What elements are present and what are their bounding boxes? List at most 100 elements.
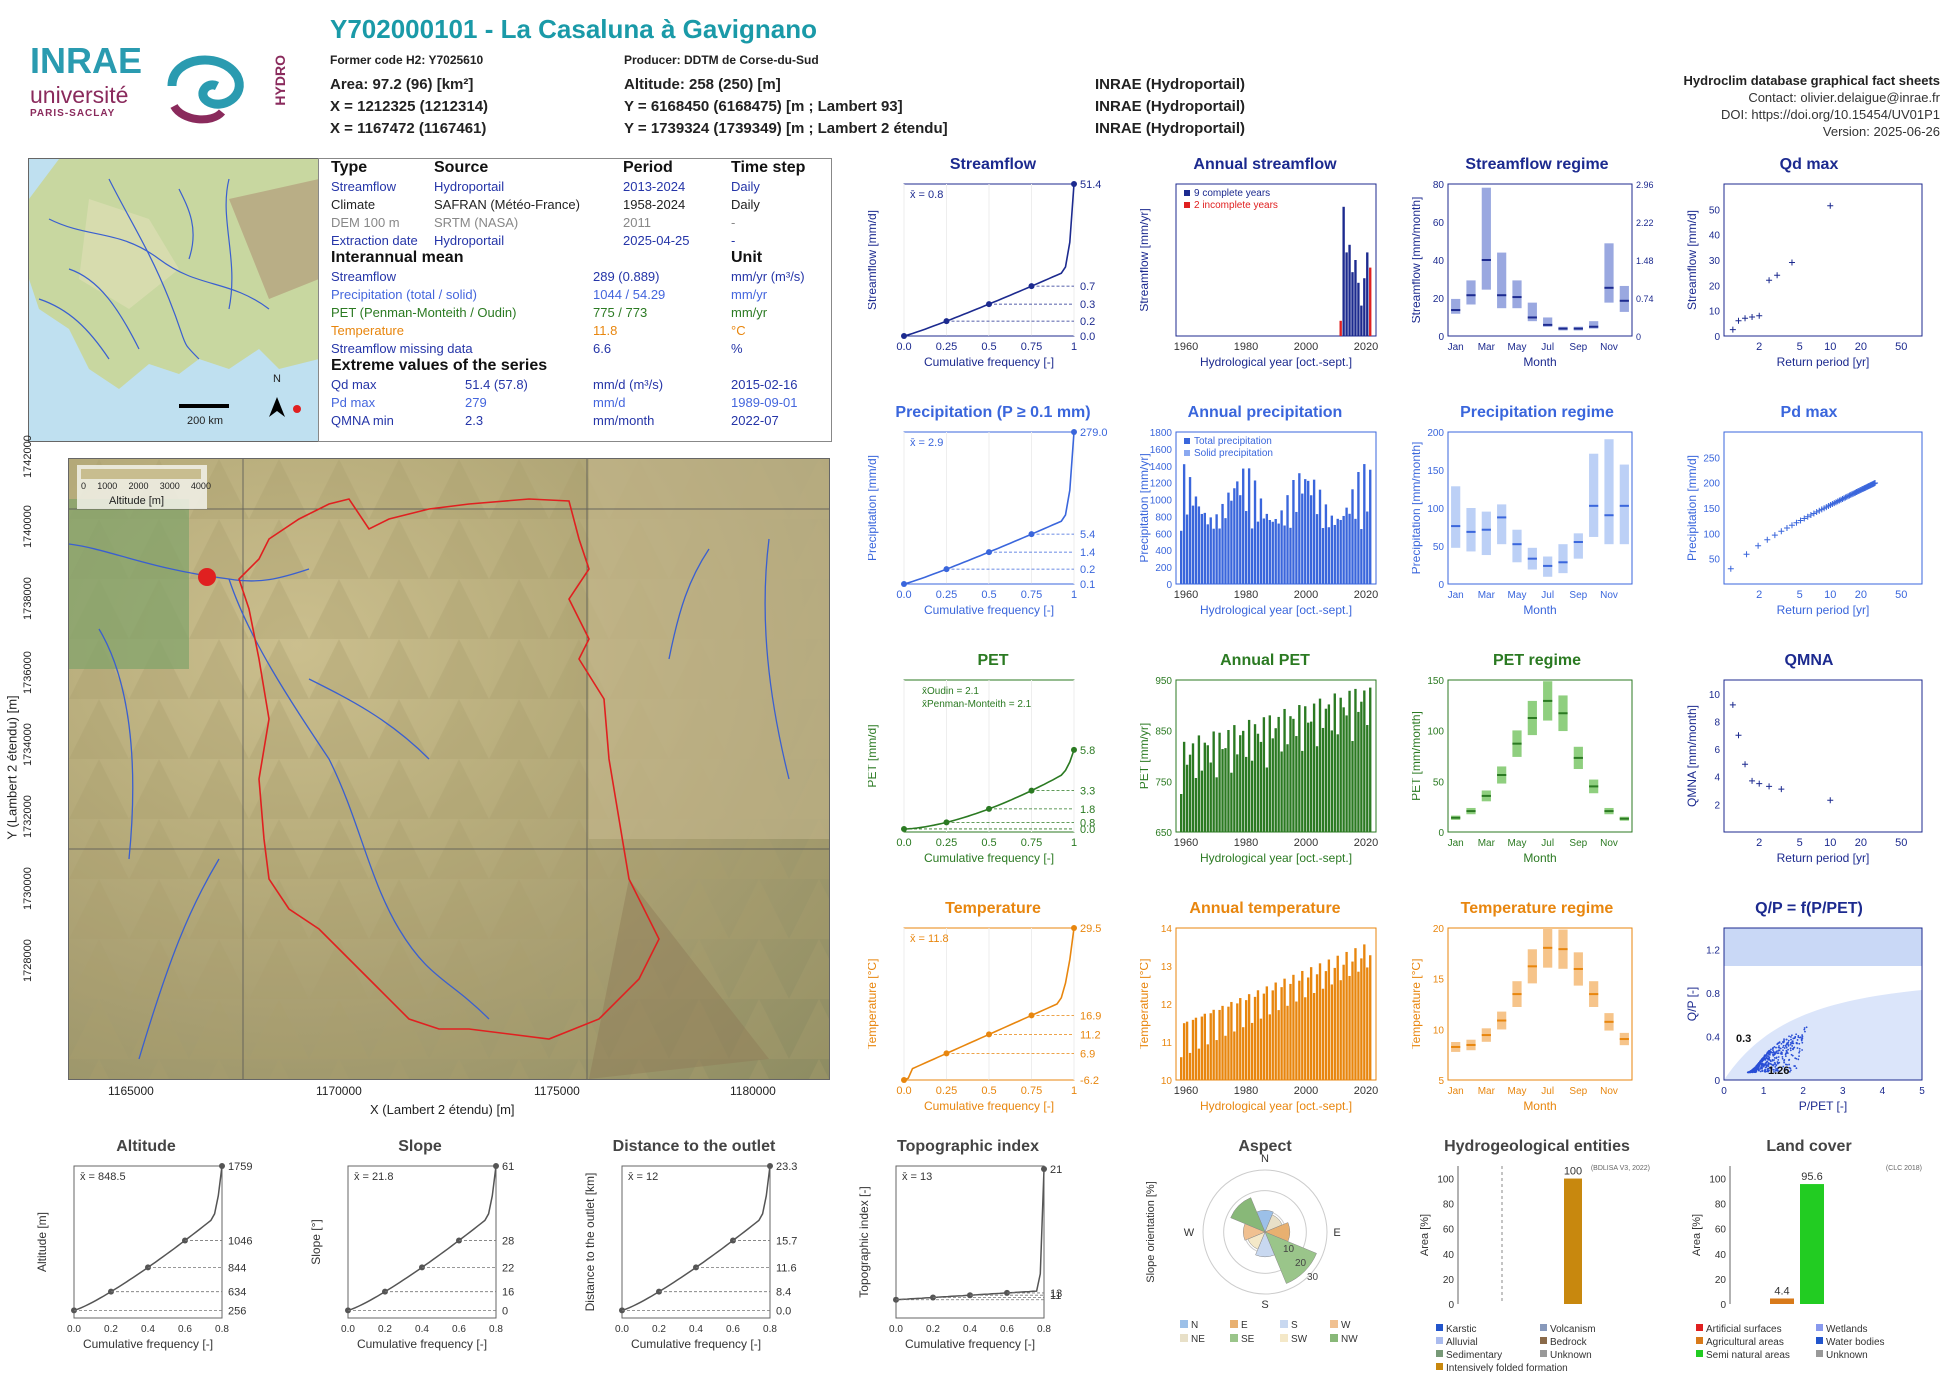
qp-point [1790,1034,1793,1037]
source-note: (BDLISA V3, 2022) [1591,1165,1650,1172]
y-tick-label: 150 [1427,676,1444,687]
source-note: (CLC 2018) [1886,1165,1922,1172]
x-axis-label: Month [1523,1099,1556,1113]
qp-point [1783,1058,1786,1061]
x-tick-label: 0.75 [1021,341,1042,353]
legend-swatch [1436,1363,1443,1370]
y-tick-label: 60 [1715,1225,1727,1236]
y-tick-label: 0 [1720,1300,1726,1311]
bar [1242,730,1245,832]
catchment-map: Altitude [m] 0 1000 2000 3000 4000 [68,458,830,1080]
x-tick-label: 0.2 [652,1324,666,1335]
altitude: Altitude: 258 (250) [m] [624,76,781,93]
qp-point [1774,1069,1777,1072]
chart-svg-streamflow: 0.0 0.25 0.5 0.75 1 51.4 0.7 0.3 0.2 0.0 x̄ = 0.8 C… [868,179,1101,369]
bar [1369,469,1372,584]
bar [1256,521,1260,584]
bar [1206,524,1209,584]
qp-point [1794,1065,1796,1067]
x-tick-label: 2000 [1294,589,1318,601]
qp-point [1771,1047,1774,1050]
data-point [1735,732,1742,739]
legend-swatch [1184,190,1190,196]
cdf-curve [347,1165,497,1312]
mean-label: Streamflow missing data [331,341,473,356]
legend-label: 9 complete years [1194,188,1270,199]
data-point [1729,701,1736,708]
qp-point [1799,1036,1802,1039]
legend-label: x̄Oudin = 2.1 [922,686,979,697]
bar [1203,1013,1206,1080]
y-tick-label: 80 [1715,1200,1727,1211]
regime-box [1543,317,1553,327]
bar [1239,495,1242,584]
x-axis-label: Month [1523,355,1556,369]
qp-point [1775,1057,1778,1060]
legend-label: Water bodies [1826,1337,1885,1348]
bar [1230,772,1233,832]
bar [1256,733,1260,832]
legend-swatch [1816,1324,1823,1331]
bar [1209,1013,1212,1080]
qp-point [1797,1036,1800,1039]
bar [1233,1031,1236,1080]
hdr-unit: Unit [731,249,763,266]
right-value-label: 844 [228,1262,246,1274]
x-tick-label: Jan [1448,590,1464,601]
right-value-label: 51.4 [1080,179,1101,191]
bar [1339,697,1342,832]
bar [1315,746,1319,832]
row-source: SRTM (NASA) [434,215,519,230]
chart-title: Topographic index [897,1138,1039,1155]
bar [1309,967,1313,1080]
qp-point [1790,1053,1793,1056]
producer: Producer: DDTM de Corse-du-Sud [624,53,819,67]
y-tick-label: 20 [1709,281,1721,292]
y-tick-label: 0 [1438,828,1444,839]
bar [1185,1021,1189,1080]
bar [1191,505,1195,584]
x-axis-label: Hydrological year [oct.-sept.] [1200,355,1352,369]
x-tick-label: May [1508,590,1527,601]
bar [1354,518,1357,584]
legend-label: S [1291,1320,1298,1331]
map-xlabel: X (Lambert 2 étendu) [m] [370,1102,515,1117]
bar [1345,951,1348,1080]
mean-label: Precipitation (total / solid) [331,287,477,302]
qp-point [1767,1058,1770,1061]
compass-label: W [1184,1227,1195,1239]
bar [1348,244,1351,336]
x-axis-label: Hydrological year [oct.-sept.] [1200,1099,1352,1113]
qp-point [1785,1038,1788,1041]
y-tick-label: 0 [1166,580,1172,591]
qp-point [1763,1069,1766,1072]
bar [1200,513,1204,584]
y-axis-label: Streamflow [mm/yr] [1140,208,1151,311]
row-period: 2011 [623,215,651,230]
right-value-label: 23.3 [776,1161,797,1173]
y-tick-label: 15 [1433,975,1445,986]
bar [1324,708,1328,832]
qp-point [1787,1039,1790,1042]
y2-tick-label: 2.22 [1636,218,1654,228]
legend-swatch [1184,450,1190,456]
chart-svg-slope: 61 28 22 16 0 0.0 0.2 0.4 0.6 0.8 x̄ = 21.8 Cumulat… [309,1161,514,1351]
qp-point [1789,1067,1792,1070]
qp-point [1769,1052,1772,1054]
qp-point [1778,1045,1780,1047]
chart-svg-annual_precip: 1960 1980 2000 2020 0 200 400 600 800 1000 1200 140… [1140,428,1378,617]
plot-frame [1447,431,1633,585]
chart-distance: Distance to the outlet 23.3 15.7 11.6 8.4 0.0… [574,1138,814,1372]
bar [1292,974,1295,1080]
bar [1564,1178,1582,1304]
data-point [1742,761,1749,768]
legend-swatch [1540,1324,1547,1331]
legend-swatch [1330,1334,1338,1342]
quantile-point [493,1163,499,1169]
x-axis-label: Cumulative frequency [-] [924,355,1054,369]
bar [1342,964,1345,1080]
qp-point [1796,1039,1799,1041]
data-point [1771,532,1778,539]
y-tick-label: 40 [1443,1250,1455,1261]
right-value-label: 29.5 [1080,923,1101,935]
